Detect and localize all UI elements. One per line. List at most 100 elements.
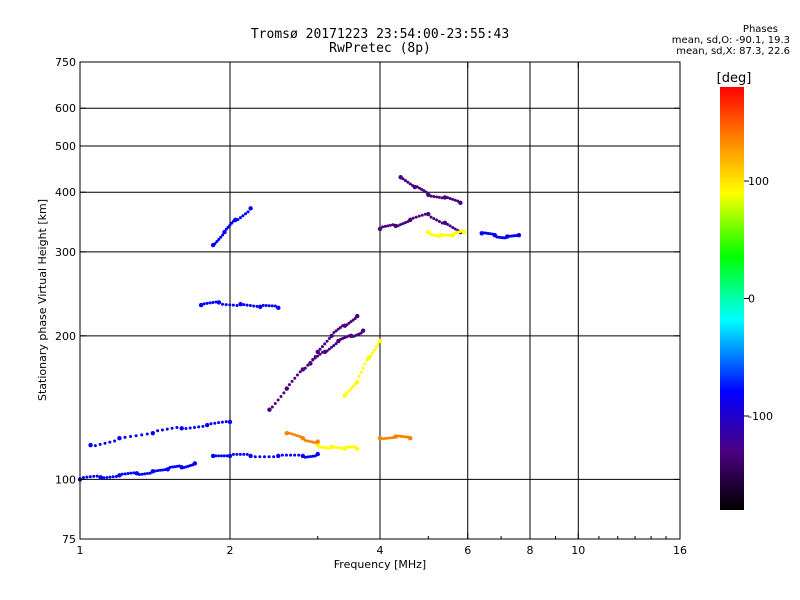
echo-point bbox=[220, 420, 224, 424]
chart-subtitle: RwPretec (8p) bbox=[329, 41, 431, 56]
echo-point bbox=[188, 426, 192, 430]
echo-point bbox=[108, 440, 112, 444]
echo-point bbox=[388, 223, 392, 227]
echo-point bbox=[235, 303, 239, 307]
echo-point bbox=[354, 446, 360, 451]
echo-point bbox=[264, 304, 268, 308]
echo-point bbox=[205, 301, 209, 305]
echo-point bbox=[426, 192, 431, 198]
echo-point bbox=[345, 445, 349, 449]
echo-point bbox=[156, 469, 160, 473]
echo-point bbox=[403, 435, 407, 439]
echo-point bbox=[295, 373, 299, 377]
echo-point bbox=[244, 212, 248, 216]
echo-point bbox=[482, 231, 486, 235]
echo-point bbox=[236, 218, 240, 222]
echo-point bbox=[137, 473, 141, 477]
echo-point bbox=[484, 231, 488, 235]
echo-point bbox=[103, 441, 107, 445]
echo-point bbox=[334, 342, 338, 346]
echo-point bbox=[448, 196, 452, 200]
echo-point bbox=[230, 221, 234, 225]
echo-point bbox=[338, 446, 342, 450]
echo-point bbox=[351, 445, 355, 449]
echo-point bbox=[383, 224, 387, 228]
echo-point bbox=[349, 320, 353, 324]
echo-point bbox=[242, 303, 246, 307]
echo-point bbox=[233, 217, 238, 223]
echo-point bbox=[347, 445, 351, 449]
phase-legend-o: mean, sd,O: -90.1, 19.3 bbox=[671, 35, 790, 46]
echo-point bbox=[338, 325, 342, 329]
echo-point bbox=[420, 187, 424, 191]
x-tick-label: 16 bbox=[673, 544, 687, 557]
echo-point bbox=[213, 242, 217, 246]
echo-point bbox=[262, 455, 266, 459]
echo-point bbox=[98, 475, 103, 480]
echo-point bbox=[432, 217, 436, 221]
echo-point bbox=[168, 465, 172, 469]
echo-point bbox=[420, 213, 424, 217]
echo-point bbox=[461, 229, 467, 235]
echo-point bbox=[214, 300, 218, 304]
echo-point bbox=[224, 303, 228, 307]
phase-legend-x: mean, sd,X: 87.3, 22.6 bbox=[676, 46, 790, 57]
echo-point bbox=[242, 452, 246, 456]
echo-point bbox=[429, 194, 433, 198]
echo-point bbox=[222, 229, 227, 235]
echo-point bbox=[165, 427, 169, 431]
echo-point bbox=[417, 214, 421, 218]
echo-point bbox=[345, 391, 349, 395]
echo-point bbox=[245, 452, 249, 456]
echo-point bbox=[408, 182, 412, 186]
echo-point bbox=[334, 445, 338, 449]
echo-point bbox=[349, 387, 353, 391]
echo-point bbox=[209, 422, 213, 426]
echo-point bbox=[377, 226, 383, 232]
echo-point bbox=[376, 343, 380, 347]
echo-point bbox=[228, 303, 232, 307]
echo-point bbox=[290, 379, 294, 383]
echo-point bbox=[224, 227, 228, 231]
echo-point bbox=[215, 240, 219, 244]
echo-point bbox=[282, 391, 286, 395]
echo-point bbox=[213, 421, 217, 425]
echo-point bbox=[432, 195, 436, 199]
phase-legend-heading: Phases bbox=[742, 24, 778, 35]
echo-point bbox=[406, 180, 410, 184]
echo-point bbox=[316, 354, 320, 358]
y-tick-label: 200 bbox=[55, 330, 76, 343]
echo-point bbox=[216, 300, 222, 305]
x-tick-label: 2 bbox=[227, 544, 234, 557]
echo-point bbox=[442, 220, 448, 226]
echo-point bbox=[308, 440, 312, 444]
echo-point bbox=[298, 370, 302, 374]
echo-point bbox=[150, 469, 156, 474]
echo-point bbox=[143, 472, 147, 476]
echo-point bbox=[442, 195, 448, 200]
echo-point bbox=[161, 468, 165, 472]
echo-point bbox=[145, 472, 149, 476]
echo-point bbox=[293, 376, 297, 380]
echo-point bbox=[226, 225, 230, 229]
echo-point bbox=[371, 351, 375, 355]
echo-point bbox=[102, 476, 106, 480]
x-tick-label: 1 bbox=[77, 544, 84, 557]
echo-point bbox=[140, 433, 144, 437]
colorbar-tick-label: -100 bbox=[748, 410, 773, 423]
echo-point bbox=[179, 426, 184, 431]
echo-point bbox=[320, 445, 324, 449]
echo-point bbox=[88, 475, 92, 479]
echo-point bbox=[318, 445, 322, 449]
echo-point bbox=[399, 434, 403, 438]
y-tick-label: 75 bbox=[62, 533, 76, 546]
y-tick-label: 750 bbox=[55, 56, 76, 69]
echo-point bbox=[408, 217, 413, 223]
echo-point bbox=[399, 223, 403, 227]
echo-point bbox=[332, 445, 336, 449]
echo-point bbox=[126, 471, 130, 475]
echo-point bbox=[261, 303, 265, 307]
echo-point bbox=[253, 455, 257, 459]
echo-point bbox=[214, 454, 218, 458]
echo-point bbox=[289, 453, 293, 457]
